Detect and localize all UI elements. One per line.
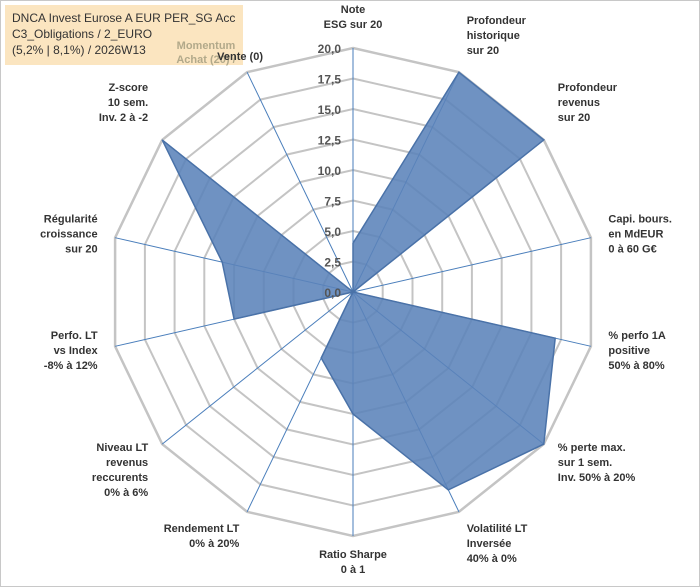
axis-label-line: sur 20	[65, 243, 97, 255]
axis-label-line: revenus	[558, 97, 600, 109]
axis-label: Capi. bours. en MdEUR 0 à 60 G€	[608, 213, 672, 255]
tick-label: 15,0	[318, 103, 342, 117]
axis-label-line: sur 20	[467, 45, 499, 57]
axis-label-line: sur 20	[558, 112, 590, 124]
axis-label-line: Capi. bours.	[608, 213, 672, 225]
axis-label-line: Inv. 2 à -2	[99, 112, 148, 124]
axis-label: Vente (0)	[217, 51, 263, 63]
axis-label-line: Perfo. LT	[51, 330, 98, 342]
axis-label-line: positive	[608, 345, 650, 357]
axis-label-line: sur 1 sem.	[558, 457, 612, 469]
axis-label-line: Vente (0)	[217, 51, 263, 63]
tick-label: 0,0	[324, 286, 341, 300]
tick-layer: 0,0 2,5 5,0 7,5 10,0 12,5 15,0 17,5 20,0	[318, 42, 342, 300]
axis-label: Z-score 10 sem. Inv. 2 à -2	[99, 82, 148, 124]
tick-label: 2,5	[324, 256, 341, 270]
axis-label-line: Inversée	[467, 538, 512, 550]
axis-label-line: Niveau LT	[96, 442, 148, 454]
tick-label: 7,5	[324, 195, 341, 209]
axis-label-line: revenus	[106, 457, 148, 469]
axis-label-line: ESG sur 20	[324, 19, 383, 31]
axis-label-line: 0 à 60 G€	[608, 243, 656, 255]
axis-label: % perte max. sur 1 sem. Inv. 50% à 20%	[558, 442, 636, 484]
tick-label: 5,0	[324, 225, 341, 239]
momentum-note: Momentum Achat (20) /	[176, 40, 236, 66]
axis-label-line: croissance	[40, 228, 97, 240]
axis-label-line: Volatilité LT	[467, 523, 528, 535]
fund-name: DNCA Invest Eurose A EUR PER_SG Acc	[12, 11, 236, 25]
label-layer: Note ESG sur 20 Profondeur historique sur 20…	[40, 4, 672, 576]
axis-label: Régularité croissance sur 20	[40, 213, 97, 255]
axis-label-line: Note	[341, 4, 365, 16]
axis-label: Note ESG sur 20	[324, 4, 383, 31]
axis-label: Perfo. LT vs Index -8% à 12%	[44, 330, 99, 372]
fund-category: C3_Obligations / 2_EURO	[12, 27, 153, 41]
axis-label-line: -8% à 12%	[44, 360, 98, 372]
chart-title-box: DNCA Invest Eurose A EUR PER_SG Acc C3_O…	[5, 5, 243, 65]
axis-spoke	[161, 291, 354, 445]
axis-label-line: 40% à 0%	[467, 553, 517, 565]
axis-label: Volatilité LT Inversée 40% à 0%	[467, 523, 528, 565]
axis-label: Ratio Sharpe 0 à 1	[319, 549, 387, 576]
axis-label-line: % perte max.	[558, 442, 626, 454]
axis-label: Niveau LT revenus reccurents 0% à 6%	[92, 442, 149, 499]
tick-label: 10,0	[318, 164, 342, 178]
axis-label-line: en MdEUR	[608, 228, 663, 240]
axis-label-line: Z-score	[108, 82, 148, 94]
axis-label: Profondeur revenus sur 20	[558, 82, 618, 124]
axis-label: Profondeur historique sur 20	[467, 15, 527, 57]
series-area	[161, 71, 557, 491]
tick-label: 12,5	[318, 134, 342, 148]
axis-spoke	[246, 71, 354, 293]
tick-label: 20,0	[318, 42, 342, 56]
axis-label-line: 0 à 1	[341, 564, 365, 576]
axis-spoke	[352, 237, 592, 293]
axis-label-line: Régularité	[44, 213, 98, 225]
axis-label-line: Ratio Sharpe	[319, 549, 387, 561]
axis-label-line: 0% à 6%	[104, 487, 148, 499]
axis-label: % perfo 1A positive 50% à 80%	[608, 330, 666, 372]
axis-label-line: Rendement LT	[164, 523, 240, 535]
fund-stats: (5,2% | 8,1%) / 2026W13	[12, 43, 146, 57]
axis-label-line: historique	[467, 30, 520, 42]
axis-label-line: Inv. 50% à 20%	[558, 472, 636, 484]
axis-label-line: reccurents	[92, 472, 148, 484]
axis-label: Rendement LT 0% à 20%	[164, 523, 240, 550]
axis-label-line: % perfo 1A	[608, 330, 666, 342]
axis-label-line: vs Index	[54, 345, 99, 357]
axis-label-line: 50% à 80%	[608, 360, 664, 372]
axis-label-line: Profondeur	[467, 15, 527, 27]
axis-label-line: 0% à 20%	[189, 538, 239, 550]
series-layer	[161, 71, 557, 491]
axis-label-line: 10 sem.	[108, 97, 148, 109]
tick-label: 17,5	[318, 73, 342, 87]
axis-label-line: Profondeur	[558, 82, 618, 94]
